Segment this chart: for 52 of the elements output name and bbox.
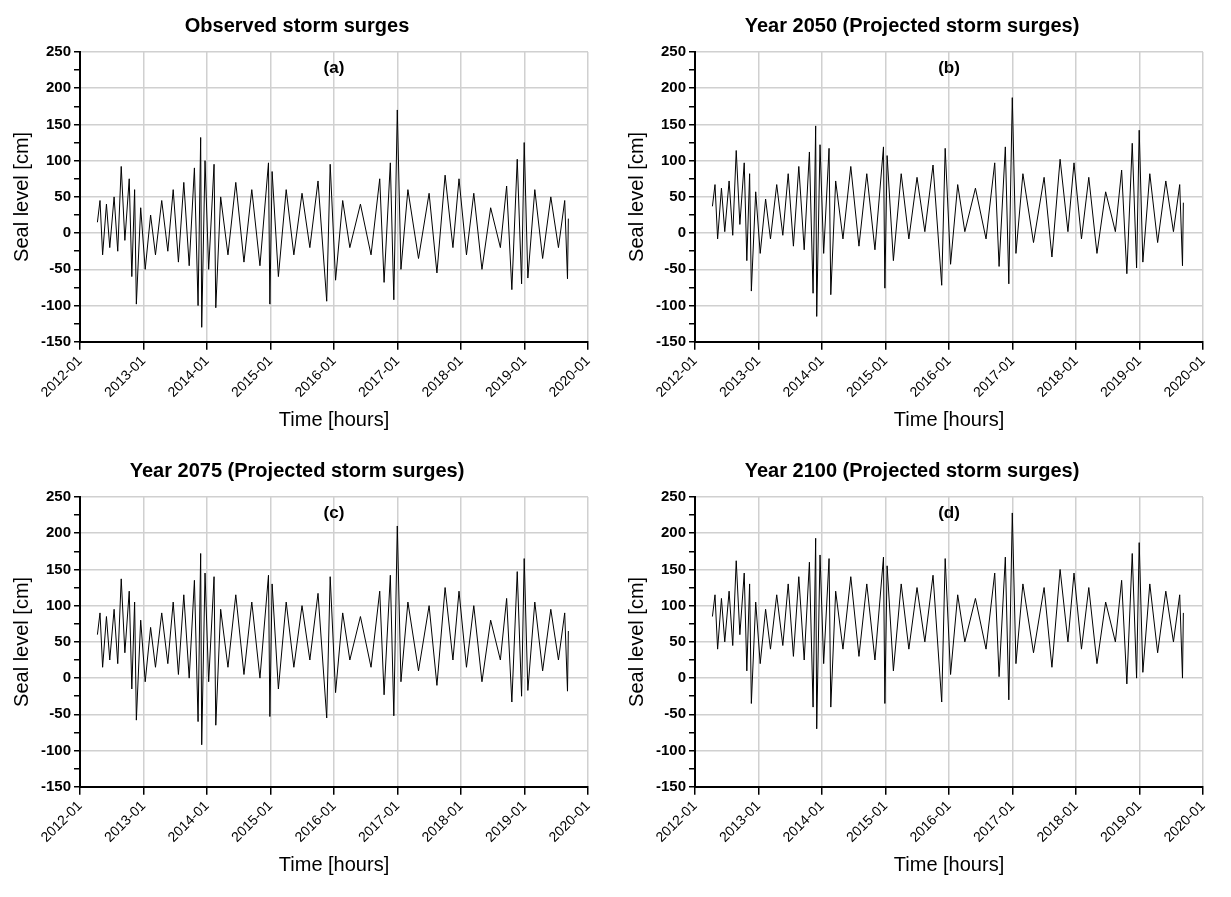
x-axis-title: Time [hours] xyxy=(893,407,1005,430)
y-tick-label: 100 xyxy=(660,150,687,168)
y-axis-title: Seal level [cm] xyxy=(624,131,647,262)
x-axis-title: Time [hours] xyxy=(278,407,390,430)
y-tick-label: 250 xyxy=(45,42,72,60)
chart-title: Year 2075 (Projected storm surges) xyxy=(129,458,465,481)
y-tick-label: 0 xyxy=(62,668,72,686)
y-tick-label: -100 xyxy=(40,740,72,758)
y-tick-label: -100 xyxy=(40,295,72,313)
chart-title: Year 2050 (Projected storm surges) xyxy=(744,13,1080,36)
y-tick-label: -150 xyxy=(40,331,72,349)
y-tick-label: 200 xyxy=(660,523,687,541)
y-tick-label: -50 xyxy=(49,704,72,722)
y-tick-label: 250 xyxy=(660,42,687,60)
y-tick-label: 250 xyxy=(45,487,72,505)
y-tick-label: 50 xyxy=(54,187,72,205)
y-tick-label: 150 xyxy=(660,559,687,577)
y-tick-label: 50 xyxy=(669,187,687,205)
y-tick-label: -50 xyxy=(664,704,687,722)
y-tick-label: -150 xyxy=(655,331,687,349)
y-tick-label: 150 xyxy=(45,559,72,577)
annotation: (d) xyxy=(938,503,960,523)
y-tick-label: 150 xyxy=(45,114,72,132)
y-tick-label: -150 xyxy=(40,776,72,794)
annotation: (b) xyxy=(938,58,960,78)
y-tick-label: 0 xyxy=(677,668,687,686)
y-axis-title: Seal level [cm] xyxy=(9,131,32,262)
y-tick-label: -150 xyxy=(655,776,687,794)
y-tick-label: -100 xyxy=(655,740,687,758)
y-tick-label: 100 xyxy=(45,595,72,613)
y-tick-label: 0 xyxy=(677,223,687,241)
y-axis-title: Seal level [cm] xyxy=(624,576,647,707)
annotation: (c) xyxy=(323,503,345,523)
chart-title: Year 2100 (Projected storm surges) xyxy=(744,458,1080,481)
y-tick-label: 100 xyxy=(45,150,72,168)
y-tick-label: 150 xyxy=(660,114,687,132)
y-tick-label: 200 xyxy=(45,78,72,96)
y-tick-label: 250 xyxy=(660,487,687,505)
x-axis-title: Time [hours] xyxy=(893,852,1005,875)
y-tick-label: 100 xyxy=(660,595,687,613)
annotation: (a) xyxy=(323,58,345,78)
y-tick-label: 200 xyxy=(660,78,687,96)
y-tick-label: 200 xyxy=(45,523,72,541)
y-tick-label: -100 xyxy=(655,295,687,313)
y-tick-label: -50 xyxy=(49,259,72,277)
y-axis-title: Seal level [cm] xyxy=(9,576,32,707)
y-tick-label: 0 xyxy=(62,223,72,241)
y-tick-label: 50 xyxy=(54,632,72,650)
chart-title: Observed storm surges xyxy=(184,13,410,36)
y-tick-label: 50 xyxy=(669,632,687,650)
x-axis-title: Time [hours] xyxy=(278,852,390,875)
y-tick-label: -50 xyxy=(664,259,687,277)
